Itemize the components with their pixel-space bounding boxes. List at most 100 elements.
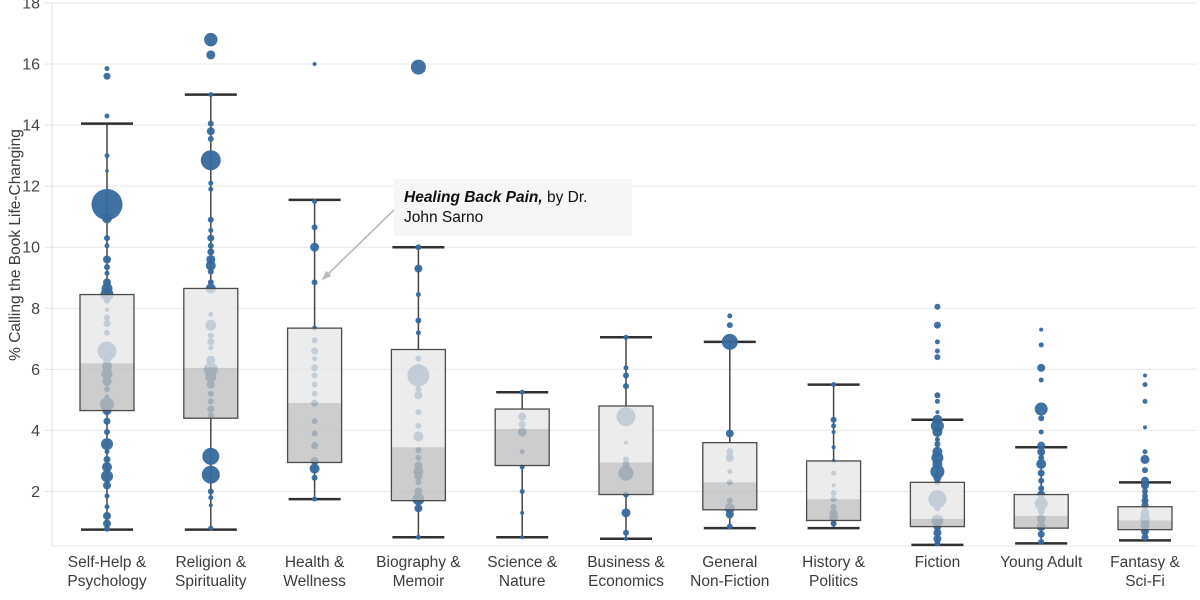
annotation-book-title: Healing Back Pain, [404,189,543,206]
data-point [204,32,218,47]
data-point [1143,425,1147,430]
data-point [520,535,525,540]
data-point [201,465,220,484]
data-point [105,169,109,173]
box-lower-half [391,447,446,501]
data-point [1037,441,1046,450]
data-point [1142,488,1148,495]
x-tick-label-general-non-fiction: General [702,554,757,571]
x-tick-label-business-economics: Economics [588,573,664,590]
data-point [207,216,214,223]
x-tick-label-health-wellness: Wellness [283,573,346,590]
annotation-healing-back-pain: Healing Back Pain, by Dr. John Sarno [394,179,632,236]
data-point [1140,454,1150,464]
x-tick-label-fantasy-sci-fi: Fantasy & [1110,554,1180,571]
data-point [933,473,942,482]
box-outline [909,481,966,528]
data-point [1143,373,1147,378]
data-point [208,180,214,186]
box-upper-half [80,294,134,364]
y-tick-label-2: 2 [31,484,40,501]
data-point [208,495,214,501]
data-point [932,426,943,437]
x-axis-labels: Self-Help & Psychology Religion & Spiritual… [67,554,1180,590]
data-point [415,330,421,336]
box-upper-half [806,460,861,500]
arrow-head [321,270,332,281]
x-tick-label-self-help-psychology: Self-Help & [68,554,147,571]
data-point [831,445,836,450]
data-point [103,511,111,520]
data-point [725,429,734,438]
box-and-points-layer [79,32,1173,547]
data-point [207,234,215,242]
data-point [102,213,112,224]
box-upper-half [599,405,653,463]
box-outline [286,327,343,464]
x-tick-label-young-adult: Young Adult [1000,554,1083,571]
data-point [309,463,320,474]
data-point [207,248,215,256]
data-point [1038,538,1045,545]
data-point [104,235,110,242]
data-point [1038,342,1044,348]
data-point [1038,415,1045,422]
data-point [831,423,837,429]
data-point [101,438,113,451]
data-point [726,523,733,530]
data-point [104,153,110,159]
data-point [415,534,421,540]
data-point [830,520,837,527]
data-point [200,150,221,171]
data-point [935,410,940,415]
box-outline [79,293,135,412]
data-point [104,504,110,510]
data-point [311,474,318,481]
data-point [311,279,318,286]
data-point [103,481,111,490]
box-group-history-politics [805,382,862,530]
data-point [207,135,214,142]
data-point [1142,382,1148,388]
data-point [624,536,628,541]
box-group-self-help-psychology [79,66,135,532]
box-lower-half [1118,520,1172,530]
data-point [103,519,111,528]
data-point [1037,447,1046,456]
annotation-author-prefix: by Dr. [542,189,588,206]
box-group-general-non-fiction [702,313,758,530]
box-upper-half [910,482,965,519]
data-point [207,120,214,127]
data-point [1039,327,1044,332]
data-point [1141,533,1149,541]
y-tick-label-6: 6 [31,362,40,379]
data-point [621,508,631,518]
data-point [1036,459,1047,470]
data-point [208,92,214,98]
box-outline [1117,506,1173,531]
data-point [725,510,734,519]
data-point [1142,398,1148,404]
data-point [934,303,941,310]
data-point [104,525,110,532]
y-tick-label-18: 18 [22,0,40,13]
box-group-business-economics [598,334,654,541]
data-point [519,488,525,494]
data-point [103,255,111,264]
x-tick-label-history-politics: Politics [809,573,858,590]
data-point [933,534,942,543]
data-point [104,264,110,271]
box-upper-half [287,328,342,403]
data-point [1037,363,1046,372]
data-point [519,389,525,395]
x-tick-label-fantasy-sci-fi: Sci-Fi [1125,573,1165,590]
y-axis-title: % Calling the Book Life-Changing [7,129,24,361]
box-group-biography-memoir [390,59,447,540]
data-point [202,447,220,465]
x-tick-label-health-wellness: Health & [285,554,345,571]
data-point [208,227,214,233]
x-tick-label-history-politics: History & [802,554,866,571]
annotation-author: John Sarno [404,208,484,226]
